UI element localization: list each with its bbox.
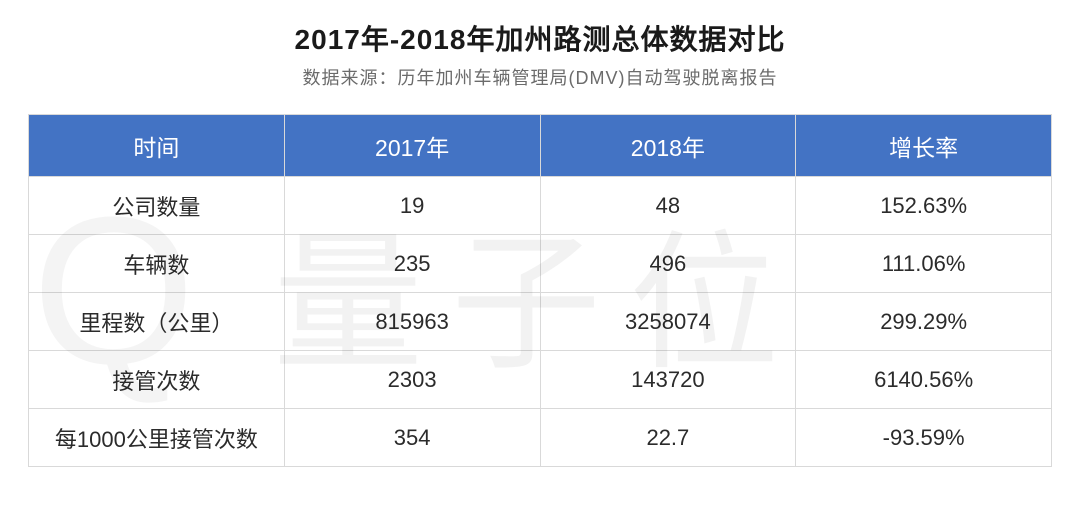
cell-growth: 299.29% — [796, 293, 1052, 351]
cell-metric: 车辆数 — [29, 235, 285, 293]
cell-growth: 6140.56% — [796, 351, 1052, 409]
cell-2017: 19 — [284, 177, 540, 235]
cell-2017: 354 — [284, 409, 540, 467]
cell-metric: 公司数量 — [29, 177, 285, 235]
col-header-metric: 时间 — [29, 115, 285, 177]
cell-growth: -93.59% — [796, 409, 1052, 467]
cell-metric: 接管次数 — [29, 351, 285, 409]
col-header-2017: 2017年 — [284, 115, 540, 177]
table-row: 接管次数 2303 143720 6140.56% — [29, 351, 1052, 409]
table-header-row: 时间 2017年 2018年 增长率 — [29, 115, 1052, 177]
cell-2017: 815963 — [284, 293, 540, 351]
cell-growth: 111.06% — [796, 235, 1052, 293]
page-subtitle: 数据来源：历年加州车辆管理局(DMV)自动驾驶脱离报告 — [28, 64, 1052, 90]
table-row: 公司数量 19 48 152.63% — [29, 177, 1052, 235]
cell-metric: 里程数（公里） — [29, 293, 285, 351]
table-row: 里程数（公里） 815963 3258074 299.29% — [29, 293, 1052, 351]
col-header-2018: 2018年 — [540, 115, 796, 177]
cell-2018: 3258074 — [540, 293, 796, 351]
cell-2018: 48 — [540, 177, 796, 235]
page-title: 2017年-2018年加州路测总体数据对比 — [28, 18, 1052, 58]
cell-2017: 2303 — [284, 351, 540, 409]
cell-2018: 143720 — [540, 351, 796, 409]
data-table: 时间 2017年 2018年 增长率 公司数量 19 48 152.63% 车辆… — [28, 114, 1052, 467]
cell-2018: 496 — [540, 235, 796, 293]
cell-metric: 每1000公里接管次数 — [29, 409, 285, 467]
table-row: 车辆数 235 496 111.06% — [29, 235, 1052, 293]
table-wrap: Q 量子位 时间 2017年 2018年 增长率 公司数量 19 48 152.… — [28, 114, 1052, 467]
cell-2017: 235 — [284, 235, 540, 293]
page-container: 2017年-2018年加州路测总体数据对比 数据来源：历年加州车辆管理局(DMV… — [0, 0, 1080, 487]
cell-growth: 152.63% — [796, 177, 1052, 235]
table-row: 每1000公里接管次数 354 22.7 -93.59% — [29, 409, 1052, 467]
cell-2018: 22.7 — [540, 409, 796, 467]
col-header-growth: 增长率 — [796, 115, 1052, 177]
